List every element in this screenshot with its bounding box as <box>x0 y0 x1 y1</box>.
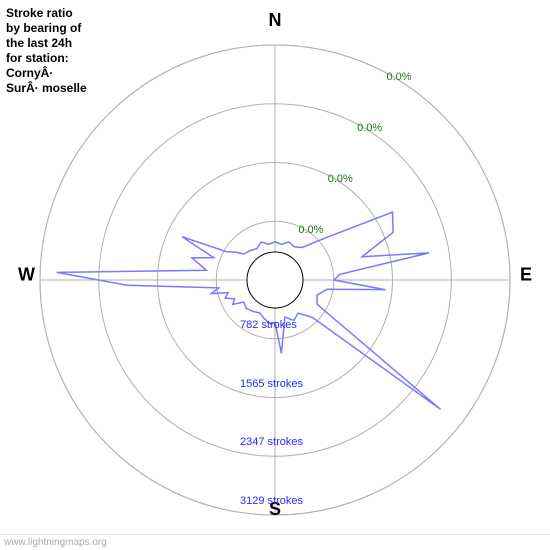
chart-container: Stroke ratio by bearing of the last 24h … <box>0 0 550 550</box>
ring-label-strokes: 2347 strokes <box>240 436 303 448</box>
footer-attribution: www.lightningmaps.org <box>0 534 550 550</box>
ring-label-pct: 0.0% <box>328 173 353 185</box>
chart-title: Stroke ratio by bearing of the last 24h … <box>6 6 87 96</box>
ring-label-pct: 0.0% <box>298 224 323 236</box>
compass-east: E <box>520 265 532 286</box>
compass-north: N <box>269 10 282 31</box>
ring-label-pct: 0.0% <box>387 71 412 83</box>
ring-label-strokes: 3129 strokes <box>240 495 303 507</box>
ring-label-strokes: 782 strokes <box>240 319 297 331</box>
ring-label-pct: 0.0% <box>357 122 382 134</box>
compass-west: W <box>18 265 35 286</box>
ring-label-strokes: 1565 strokes <box>240 378 303 390</box>
